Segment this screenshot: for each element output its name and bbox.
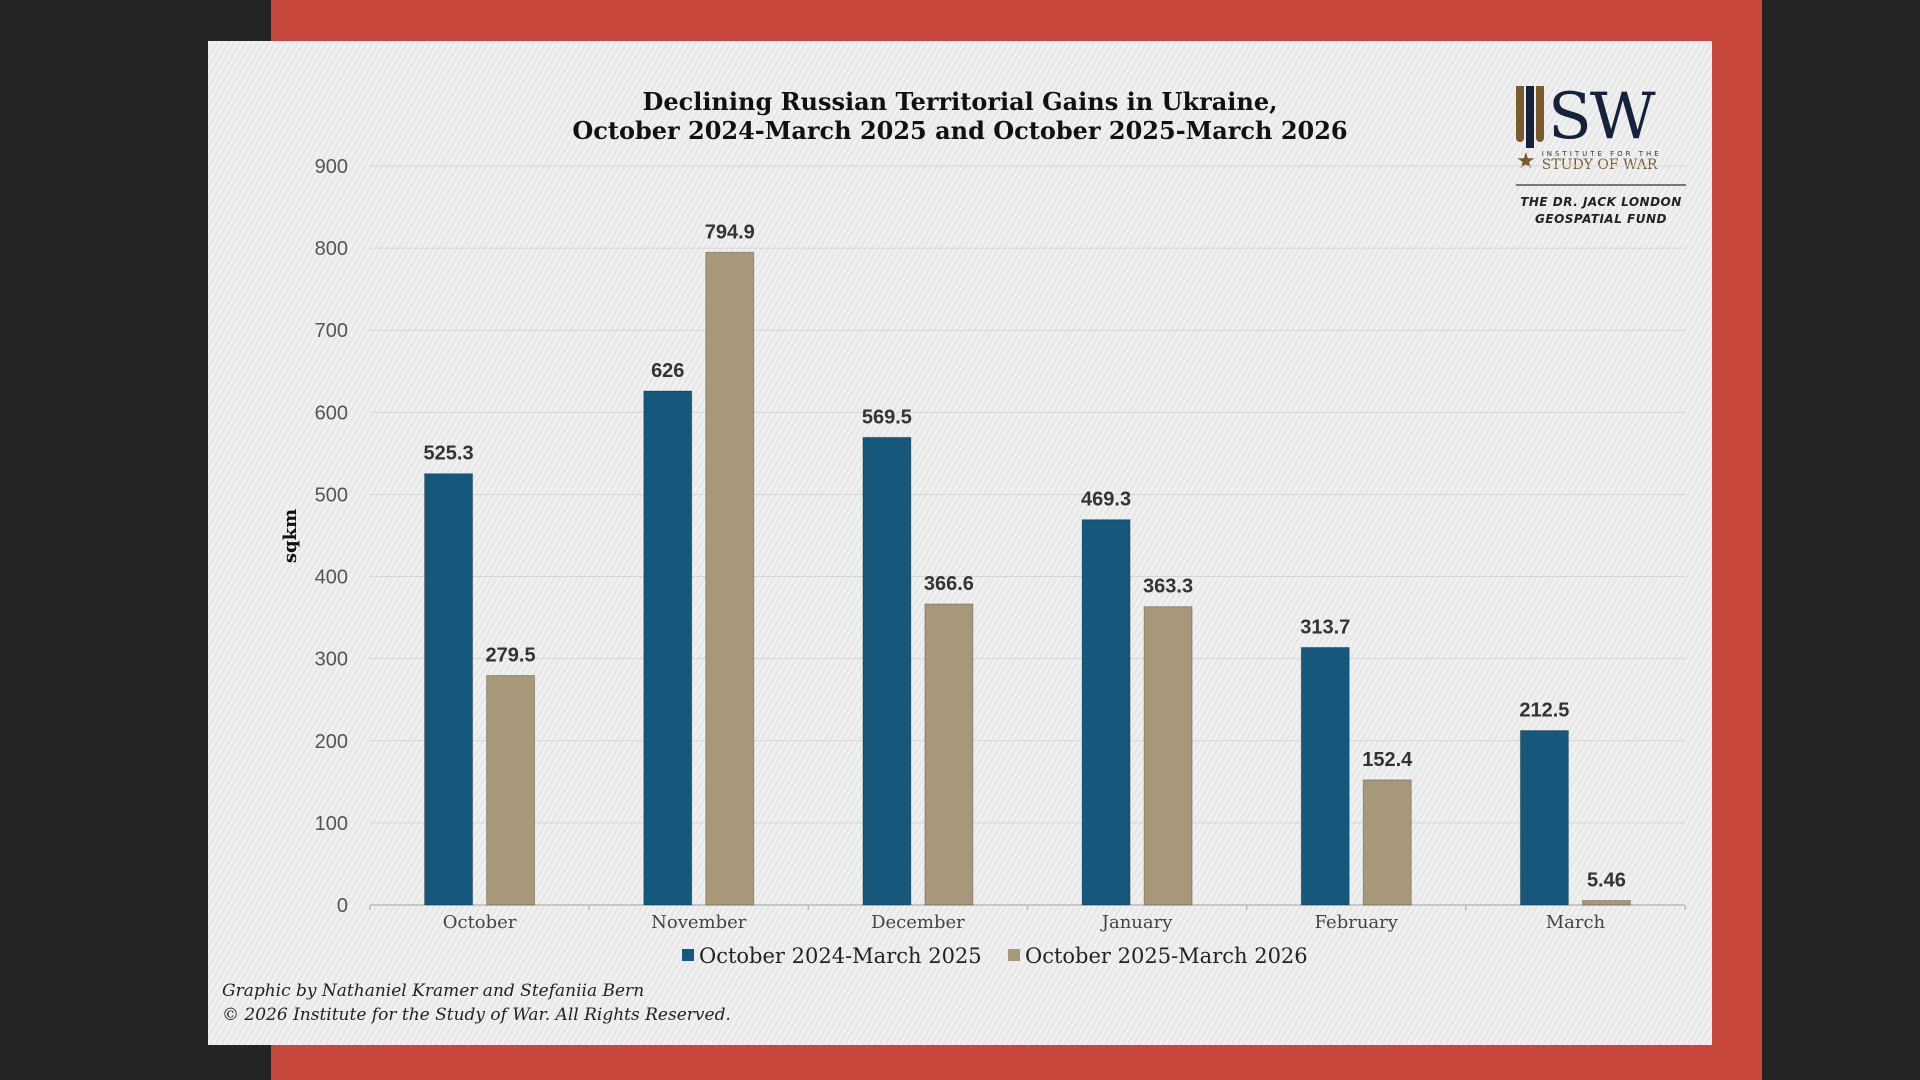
data-label: 212.5 xyxy=(1519,700,1569,722)
legend-swatch xyxy=(682,949,694,961)
data-label: 366.6 xyxy=(924,573,974,595)
x-tick-label: January xyxy=(1100,912,1173,933)
y-tick-label: 700 xyxy=(315,320,348,342)
logo-letters: SW xyxy=(1548,80,1656,154)
data-label: 569.5 xyxy=(862,406,912,428)
y-tick-label: 200 xyxy=(315,731,348,753)
bar-series-2025-26 xyxy=(705,251,755,906)
bar-series-2025-26 xyxy=(486,674,536,906)
logo-subtitle-big: STUDY OF WAR xyxy=(1541,157,1658,173)
logo-fund-line-2: GEOSPATIAL FUND xyxy=(1535,212,1667,226)
bar-series-2025-26 xyxy=(1581,900,1631,906)
credit-copyright: © 2026 Institute for the Study of War. A… xyxy=(222,1005,731,1025)
data-label: 363.3 xyxy=(1143,576,1193,598)
logo-fund-line-1: THE DR. JACK LONDON xyxy=(1520,195,1682,209)
chart-title: Declining Russian Territorial Gains in U… xyxy=(208,87,1712,145)
bar-series-2025-26 xyxy=(1362,779,1412,906)
data-label: 469.3 xyxy=(1081,489,1131,511)
bar-series-2024-25 xyxy=(424,473,474,906)
bar-series-2024-25 xyxy=(1300,646,1350,906)
legend-label: October 2025-March 2026 xyxy=(1025,944,1308,968)
y-tick-label: 500 xyxy=(315,484,348,506)
data-label: 626 xyxy=(651,360,684,382)
bar-series-2024-25 xyxy=(1519,730,1569,906)
legend-label: October 2024-March 2025 xyxy=(699,944,982,968)
y-axis-label: sqkm xyxy=(280,509,301,563)
data-label: 794.9 xyxy=(705,221,755,243)
x-tick-label: October xyxy=(443,912,517,933)
bar-chart: 0 100 200 300 400 500 600 700 800 900 sqkm October 5… xyxy=(280,156,1686,968)
data-label: 279.5 xyxy=(486,644,536,666)
x-tick-label: December xyxy=(871,912,965,933)
y-tick-label: 300 xyxy=(315,649,348,671)
chart-title-line-2: October 2024-March 2025 and October 2025… xyxy=(572,116,1348,145)
credits: Graphic by Nathaniel Kramer and Stefanii… xyxy=(222,979,731,1027)
bar-series-2024-25 xyxy=(643,390,693,906)
logo-divider xyxy=(1516,184,1686,186)
y-tick-label: 400 xyxy=(315,567,348,589)
data-label: 313.7 xyxy=(1300,616,1350,638)
bar-series-2025-26 xyxy=(924,603,974,906)
chart-card: Declining Russian Territorial Gains in U… xyxy=(208,41,1712,1045)
y-tick-label: 0 xyxy=(337,895,348,917)
bar-series-2025-26 xyxy=(1143,606,1193,906)
y-tick-label: 800 xyxy=(315,238,348,260)
data-label: 525.3 xyxy=(424,443,474,465)
x-tick-label: March xyxy=(1546,912,1606,933)
legend-swatch xyxy=(1008,949,1020,961)
logo-fund: THE DR. JACK LONDON GEOSPATIAL FUND xyxy=(1516,194,1686,228)
bar-series-2024-25 xyxy=(862,436,912,906)
logo-subtitle-small: INSTITUTE FOR THE xyxy=(1541,150,1662,158)
isw-i-icon xyxy=(1516,86,1544,148)
chart-title-line-1: Declining Russian Territorial Gains in U… xyxy=(642,87,1278,116)
bar-series-2024-25 xyxy=(1081,519,1131,906)
isw-logo: SW ★ INSTITUTE FOR THE STUDY OF WAR THE … xyxy=(1516,80,1686,228)
y-tick-label: 100 xyxy=(315,813,348,835)
data-label: 5.46 xyxy=(1587,870,1626,892)
x-tick-label: November xyxy=(651,912,747,933)
y-tick-label: 900 xyxy=(315,156,348,178)
data-label: 152.4 xyxy=(1362,749,1413,771)
y-tick-label: 600 xyxy=(315,402,348,424)
credit-author: Graphic by Nathaniel Kramer and Stefanii… xyxy=(222,981,645,1001)
x-tick-label: February xyxy=(1315,912,1399,933)
